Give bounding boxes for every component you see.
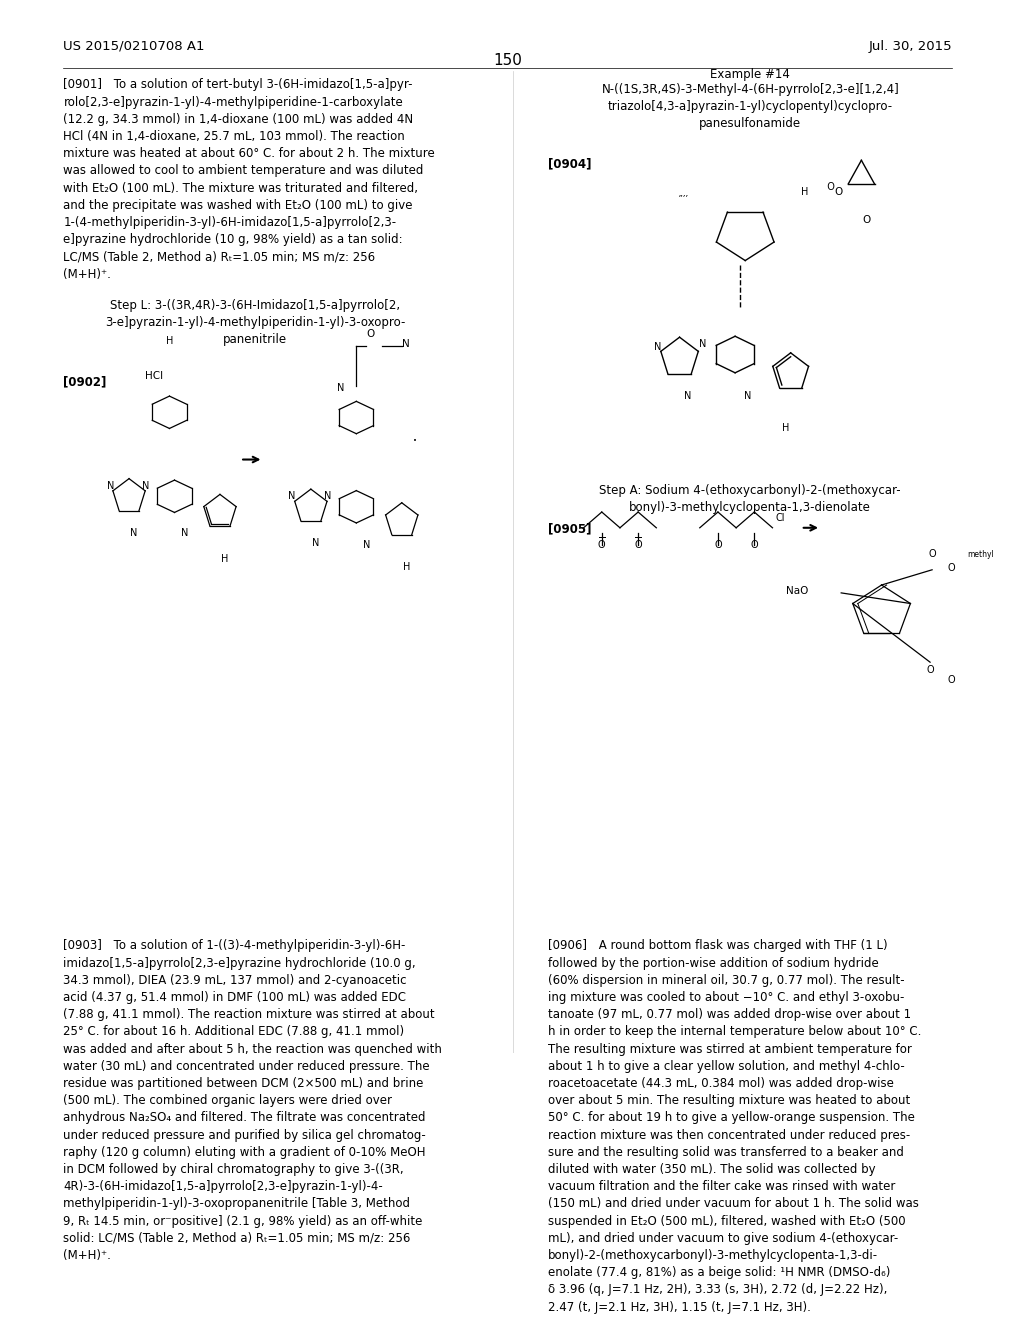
Text: ,,,,: ,,,, xyxy=(679,189,689,198)
Text: N: N xyxy=(181,528,188,537)
Text: [0902]: [0902] xyxy=(63,375,106,388)
Text: N: N xyxy=(142,480,150,491)
Text: O: O xyxy=(834,187,843,197)
Text: NaO: NaO xyxy=(786,586,809,595)
Text: H: H xyxy=(782,422,790,433)
Text: N: N xyxy=(337,383,344,393)
Text: N: N xyxy=(289,491,296,502)
Text: N: N xyxy=(324,491,331,502)
Text: [0906] A round bottom flask was charged with THF (1 L)
followed by the portion-w: [0906] A round bottom flask was charged … xyxy=(548,940,922,1313)
Text: Step L: 3-((3R,4R)-3-(6H-Imidazo[1,5-a]pyrrolo[2,
3-e]pyrazin-1-yl)-4-methylpipe: Step L: 3-((3R,4R)-3-(6H-Imidazo[1,5-a]p… xyxy=(105,298,406,346)
Text: N: N xyxy=(654,342,662,352)
Text: H: H xyxy=(221,554,228,564)
Text: O: O xyxy=(751,540,758,550)
Text: O: O xyxy=(947,562,954,573)
Text: N: N xyxy=(684,391,691,401)
Text: [0904]: [0904] xyxy=(548,157,592,170)
Text: O: O xyxy=(927,665,934,675)
Text: 150: 150 xyxy=(494,53,522,69)
Text: Cl: Cl xyxy=(775,512,785,523)
Text: N: N xyxy=(130,528,138,537)
Text: O: O xyxy=(862,215,870,224)
Text: [0903] To a solution of 1-((3)-4-methylpiperidin-3-yl)-6H-
imidazo[1,5-a]pyrrolo: [0903] To a solution of 1-((3)-4-methylp… xyxy=(63,940,442,1262)
Text: N: N xyxy=(362,540,370,550)
Text: O: O xyxy=(714,540,722,550)
Text: O: O xyxy=(929,549,936,560)
Text: Example #14: Example #14 xyxy=(711,67,791,81)
Text: •: • xyxy=(413,438,417,444)
Text: US 2015/0210708 A1: US 2015/0210708 A1 xyxy=(63,40,205,53)
Text: O: O xyxy=(821,182,835,191)
Text: methyl: methyl xyxy=(968,549,994,558)
Text: O: O xyxy=(598,540,605,550)
Text: N: N xyxy=(699,339,707,348)
Text: Jul. 30, 2015: Jul. 30, 2015 xyxy=(868,40,952,53)
Text: N: N xyxy=(106,480,114,491)
Text: H: H xyxy=(166,337,173,346)
Text: HCl: HCl xyxy=(145,371,164,380)
Text: N: N xyxy=(312,539,319,548)
Text: H: H xyxy=(801,187,808,197)
Text: [0901] To a solution of tert-butyl 3-(6H-imidazo[1,5-a]pyr-
rolo[2,3-e]pyrazin-1: [0901] To a solution of tert-butyl 3-(6H… xyxy=(63,78,435,281)
Text: H: H xyxy=(403,562,411,573)
Text: O: O xyxy=(947,675,954,685)
Text: O: O xyxy=(634,540,642,550)
Text: N: N xyxy=(401,339,410,350)
Text: Step A: Sodium 4-(ethoxycarbonyl)-2-(methoxycar-
bonyl)-3-methylcyclopenta-1,3-d: Step A: Sodium 4-(ethoxycarbonyl)-2-(met… xyxy=(599,483,901,513)
Text: [0905]: [0905] xyxy=(548,523,592,536)
Text: N-((1S,3R,4S)-3-Methyl-4-(6H-pyrrolo[2,3-e][1,2,4]
triazolo[4,3-a]pyrazin-1-yl)c: N-((1S,3R,4S)-3-Methyl-4-(6H-pyrrolo[2,3… xyxy=(601,83,899,129)
Text: N: N xyxy=(743,391,751,401)
Text: O: O xyxy=(367,329,375,339)
